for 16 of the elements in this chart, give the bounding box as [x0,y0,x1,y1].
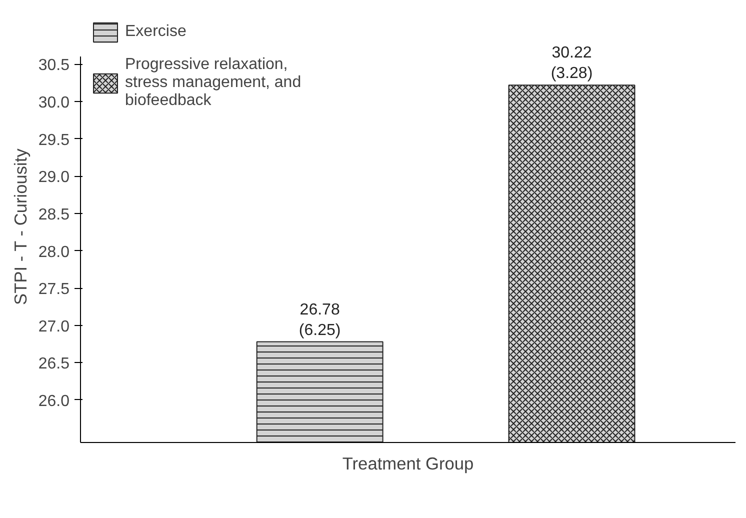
y-tick-label: 27.0 [38,318,70,336]
y-tick-label: 28.5 [38,206,70,224]
y-tick-label: 30.5 [38,57,70,74]
data-label: 26.78 (6.25) [298,301,341,339]
y-tick-label: 27.5 [38,281,70,298]
legend-label: Exercise [125,23,186,41]
y-tick-label: 29.5 [38,132,70,149]
y-tick-label: 30.0 [38,94,70,112]
y-tick-label: 29.0 [38,169,70,186]
y-axis-title: STPI - T - Curiousity [10,148,30,305]
y-tick-label: 26.0 [38,392,70,410]
x-axis-title: Treatment Group [342,454,474,474]
y-tick-label: 28.0 [38,244,70,261]
data-label: 30.22 (3.28) [550,44,593,82]
legend-label: Progressive relaxation, stress management, and biofeedback [125,56,302,110]
y-tick-label: 26.5 [38,356,70,373]
